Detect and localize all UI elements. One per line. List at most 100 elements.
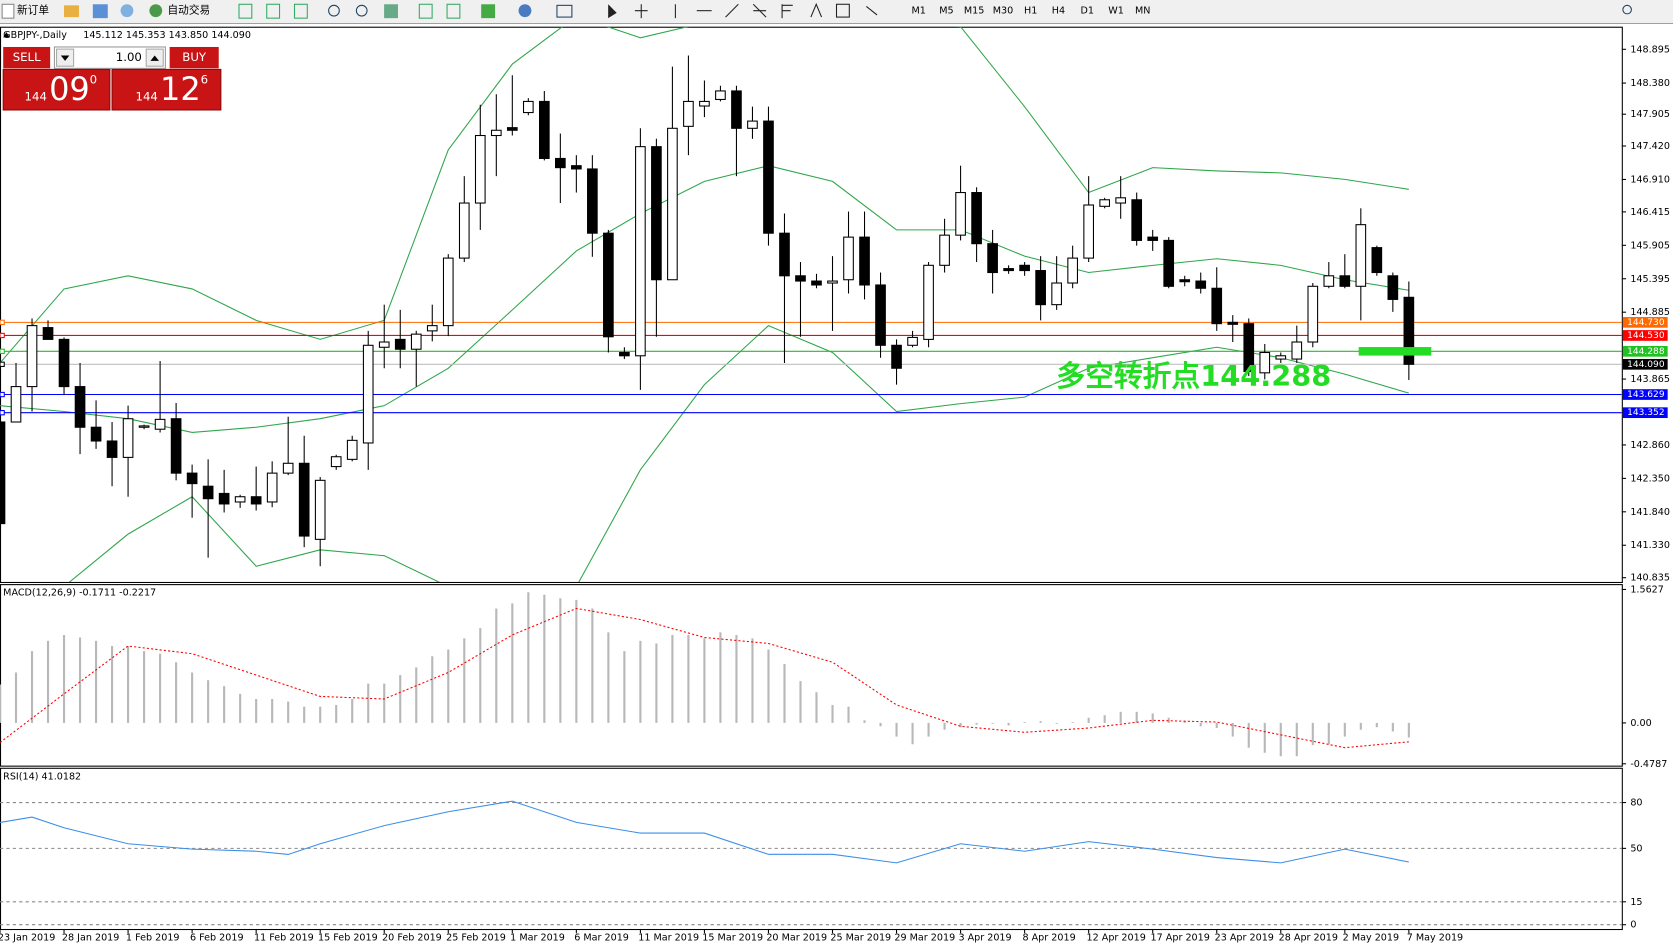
buy-price-big: 144	[136, 90, 158, 104]
price-level-marker	[0, 410, 5, 416]
lots-value[interactable]: 1.00	[116, 50, 142, 64]
toolbar-icon[interactable]	[446, 3, 461, 19]
sell-price-big: 144	[25, 90, 47, 104]
search-icon[interactable]	[1622, 4, 1632, 15]
candle-body	[747, 120, 758, 129]
candle-body	[202, 485, 214, 500]
buy-button[interactable]	[169, 46, 219, 69]
buy-price-small: 6	[201, 73, 208, 87]
timeframe-button: W1	[1108, 6, 1124, 17]
sell-price-box[interactable]	[2, 68, 111, 111]
toolbar-icon[interactable]	[120, 4, 134, 18]
candle-body	[330, 456, 342, 468]
chart-header-values: 145.112 145.353 143.850 144.090	[83, 30, 251, 41]
sell-button[interactable]	[3, 46, 51, 69]
candle-body	[394, 338, 406, 350]
buy-label[interactable]: BUY	[182, 50, 207, 64]
label-icon[interactable]	[835, 3, 850, 18]
candle-body	[10, 386, 22, 423]
candle-body	[1323, 275, 1335, 287]
candle-body	[651, 146, 662, 281]
candle-body	[763, 120, 774, 234]
panel-frame	[0, 584, 1623, 767]
x-tick-label: 28 Apr 2019	[1279, 933, 1338, 944]
panel-title: GBPJPY-,Daily	[3, 30, 67, 41]
cursor-icon[interactable]	[608, 4, 617, 19]
candle-body	[154, 418, 166, 430]
toolbar-icon[interactable]	[481, 4, 496, 19]
toolbar-icon[interactable]	[384, 4, 398, 19]
candle-body	[1051, 282, 1062, 306]
macd-signal-line	[0, 607, 1409, 749]
price-level-marker	[0, 348, 5, 354]
price-level-label: 144.530	[1627, 331, 1665, 341]
x-tick-label: 23 Jan 2019	[0, 933, 55, 944]
candle-body	[1019, 264, 1030, 272]
candle-body	[1115, 197, 1127, 204]
chart-window	[0, 26, 1673, 945]
sell-price-small: 0	[90, 73, 97, 87]
arrow-icon[interactable]	[866, 5, 878, 16]
price-level-label: 144.288	[1627, 347, 1665, 357]
zoom-in-icon[interactable]	[328, 4, 340, 17]
candle-body	[250, 496, 262, 505]
toolbar-icon[interactable]	[781, 4, 793, 19]
candle-body	[907, 336, 918, 346]
toolbar-icon[interactable]	[418, 3, 433, 19]
lots-input[interactable]	[53, 46, 166, 69]
toolbar-icon[interactable]	[752, 3, 767, 18]
candle-body	[1227, 321, 1239, 325]
toolbar-icon[interactable]	[64, 5, 79, 18]
candle-body	[26, 325, 38, 388]
candle-body	[122, 418, 134, 458]
auto-trading-button[interactable]: 自动交易	[168, 4, 211, 17]
bollinger-middle	[0, 165, 1409, 433]
sell-label[interactable]: SELL	[13, 50, 41, 64]
toolbar-icon[interactable]	[266, 3, 281, 19]
x-tick-label: 25 Mar 2019	[830, 933, 891, 944]
toolbar-icon[interactable]	[238, 3, 253, 19]
candle-body	[1243, 323, 1255, 373]
up-arrow	[150, 55, 159, 61]
crosshair-icon[interactable]	[634, 4, 648, 19]
text-icon[interactable]	[810, 2, 823, 18]
y-tick-label: 143.865	[1630, 374, 1670, 385]
toolbar-icon[interactable]	[293, 3, 308, 19]
candle-body	[74, 386, 86, 428]
rsi-line	[0, 800, 1409, 864]
candle-body	[1035, 270, 1046, 306]
down-arrow	[60, 55, 70, 61]
buy-price-box[interactable]	[111, 68, 222, 111]
x-tick-label: 3 Apr 2019	[958, 933, 1011, 944]
zoom-out-icon[interactable]	[355, 4, 368, 17]
price-level-label: 144.730	[1627, 318, 1665, 328]
y-tick-label: 1.5627	[1630, 584, 1664, 595]
candle-body	[827, 280, 838, 284]
candle-body	[426, 325, 438, 332]
toolbar-icon[interactable]	[92, 4, 108, 19]
candle-body	[1195, 280, 1207, 289]
timeframe-button: M15	[964, 6, 984, 17]
pivot-highlight	[1358, 347, 1432, 356]
x-tick-label: 28 Jan 2019	[62, 933, 119, 944]
symbol-arrow	[3, 32, 10, 38]
toolbar-icon[interactable]	[518, 4, 532, 18]
candle-body	[458, 202, 470, 259]
auto-trading-icon[interactable]	[149, 4, 163, 18]
new-order-button[interactable]: 新订单	[17, 4, 49, 17]
candle-body	[1291, 341, 1303, 360]
trendline-icon[interactable]	[725, 3, 739, 18]
new-order-icon[interactable]	[1, 3, 15, 19]
x-tick-label: 6 Feb 2019	[190, 933, 244, 944]
panel-title: RSI(14) 41.0182	[3, 771, 81, 782]
candle-body	[635, 146, 646, 357]
price-level-marker	[0, 391, 5, 398]
candle-body	[1083, 204, 1094, 259]
price-level-tag	[1622, 389, 1668, 400]
timeframe-button: MN	[1135, 6, 1150, 17]
toolbar-icon[interactable]	[556, 4, 573, 18]
candle-body	[811, 280, 822, 286]
price-level-tag	[1622, 317, 1668, 328]
y-tick-label: 147.905	[1630, 109, 1670, 120]
